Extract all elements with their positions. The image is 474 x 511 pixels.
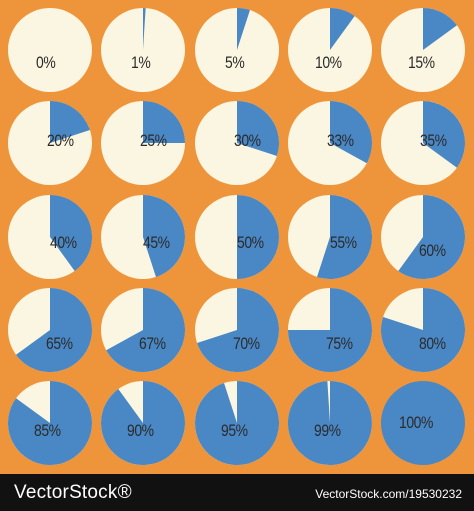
pie-percent-label: 35% xyxy=(420,131,447,150)
pie-chart: 80% xyxy=(376,283,470,377)
pie-background xyxy=(381,381,465,465)
pie-chart: 85% xyxy=(3,376,97,470)
pie-chart: 70% xyxy=(190,283,284,377)
pie-chart: 10% xyxy=(283,3,377,97)
pie-percent-label: 1% xyxy=(131,53,151,72)
pie-percent-label: 0% xyxy=(36,53,56,72)
pie-percent-label: 25% xyxy=(140,131,167,150)
pie-chart: 75% xyxy=(283,283,377,377)
pie-percent-label: 40% xyxy=(50,233,77,252)
pie-slice xyxy=(143,7,146,50)
pie-slice xyxy=(16,288,92,372)
pie-chart: 40% xyxy=(3,190,97,284)
pie-chart: 20% xyxy=(3,96,97,190)
pie-chart: 100% xyxy=(376,376,470,470)
pie-slice xyxy=(237,101,279,156)
pie-percent-label: 80% xyxy=(419,334,446,353)
pie-slice xyxy=(287,381,372,465)
pie-percent-label: 85% xyxy=(34,421,61,440)
pie-chart: 30% xyxy=(190,96,284,190)
pie-slice xyxy=(398,195,465,279)
pie-percent-label: 75% xyxy=(326,334,353,353)
pie-chart: 55% xyxy=(283,190,377,284)
pie-percent-label: 15% xyxy=(408,53,435,72)
pie-chart-grid: 0% 1% 5% 10% 15% 20% 25% 30% 33% 35% 40% 45% 50% 55% 6… xyxy=(3,3,470,470)
pie-chart: 99% xyxy=(283,376,377,470)
image-credit: VectorStock.com/19530232 xyxy=(315,487,462,501)
pie-slice xyxy=(423,8,457,50)
pie-slice xyxy=(381,288,466,372)
pie-chart: 5% xyxy=(190,3,284,97)
pie-chart: 50% xyxy=(190,190,284,284)
pie-percent-label: 5% xyxy=(225,53,245,72)
pie-slice xyxy=(106,288,186,372)
pie-percent-label: 90% xyxy=(127,421,154,440)
pie-percent-label: 65% xyxy=(46,334,73,353)
pie-slice xyxy=(50,101,90,143)
pie-percent-label: 60% xyxy=(419,241,446,260)
pie-slice xyxy=(143,195,185,277)
pie-percent-label: 70% xyxy=(233,334,260,353)
pie-slice xyxy=(237,195,279,279)
pie-percent-label: 10% xyxy=(315,53,342,72)
pie-percent-label: 50% xyxy=(237,233,264,252)
pie-chart: 67% xyxy=(96,283,190,377)
pie-slice xyxy=(330,7,355,50)
pie-chart: 25% xyxy=(96,96,190,190)
pie-percent-label: 95% xyxy=(221,421,248,440)
pie-slice xyxy=(330,101,372,164)
pie-chart: 60% xyxy=(376,190,470,284)
pie-percent-label: 30% xyxy=(234,131,261,150)
pie-slice xyxy=(288,288,372,372)
pie-chart: 90% xyxy=(96,376,190,470)
pie-chart: 0% xyxy=(3,3,97,97)
pie-background xyxy=(8,8,92,92)
pie-percent-label: 33% xyxy=(327,131,354,150)
pie-percent-label: 99% xyxy=(314,421,341,440)
pie-slice xyxy=(50,195,93,271)
pie-slice xyxy=(100,381,185,465)
pie-chart: 1% xyxy=(96,3,190,97)
pie-slice xyxy=(197,288,280,372)
pie-chart: 33% xyxy=(283,96,377,190)
pie-chart: 35% xyxy=(376,96,470,190)
pie-percent-label: 67% xyxy=(139,334,166,353)
pie-percent-label: 20% xyxy=(47,131,74,150)
footer-bar: VectorStock® VectorStock.com/19530232 xyxy=(0,474,474,511)
brand-logo: VectorStock® xyxy=(14,482,132,503)
pie-slice xyxy=(423,101,466,168)
pie-chart: 65% xyxy=(3,283,97,377)
pie-slice xyxy=(143,101,185,143)
pie-percent-label: 55% xyxy=(330,233,357,252)
pie-chart: 45% xyxy=(96,190,190,284)
pie-percent-label: 45% xyxy=(143,233,170,252)
pie-slice xyxy=(237,8,250,50)
pie-slice xyxy=(317,195,373,279)
pie-slice xyxy=(7,381,92,465)
pie-percent-label: 100% xyxy=(399,413,434,432)
pie-chart: 95% xyxy=(190,376,284,470)
pie-chart: 15% xyxy=(376,3,470,97)
pie-slice xyxy=(195,381,280,465)
